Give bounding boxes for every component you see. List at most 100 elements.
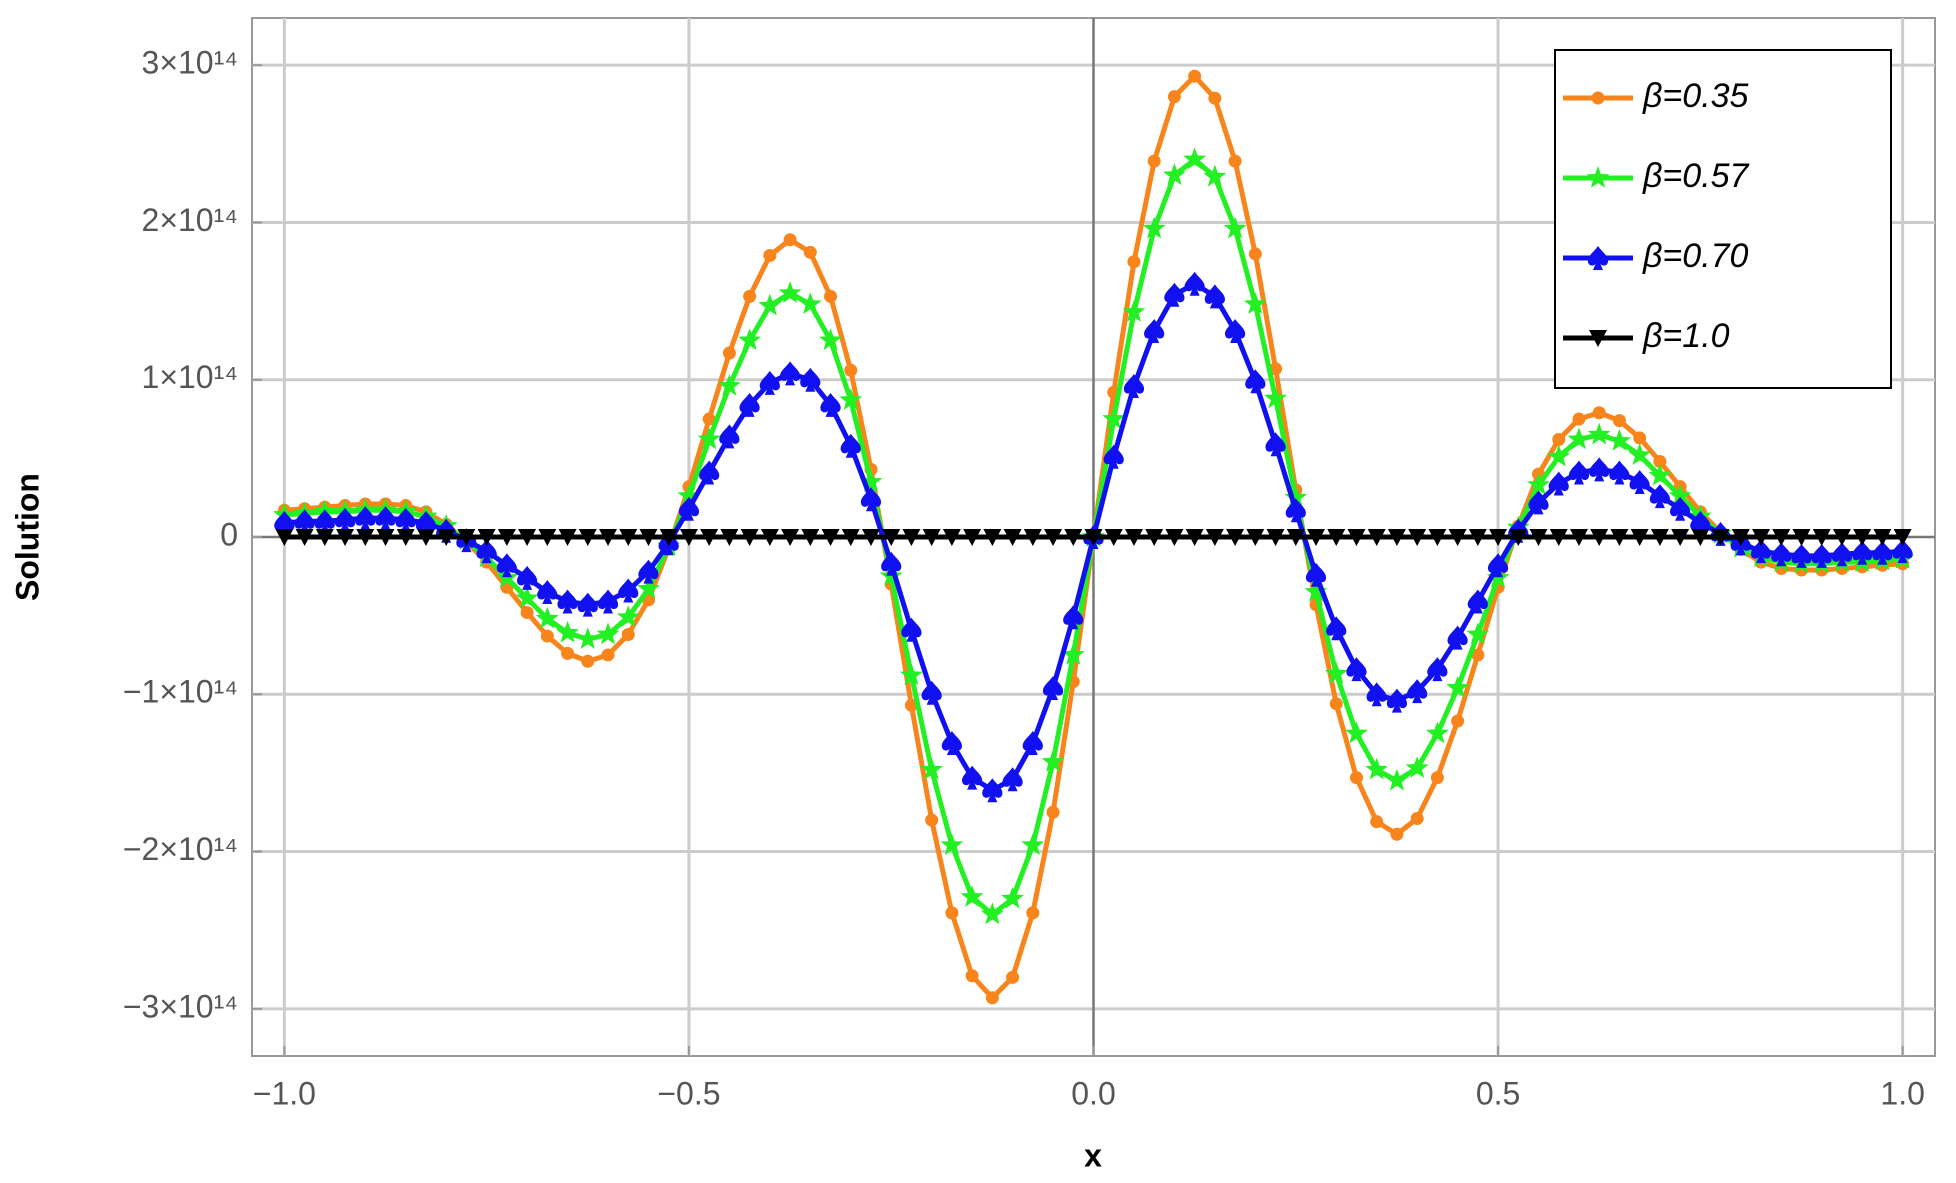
marker	[1370, 815, 1384, 829]
marker	[577, 592, 598, 617]
marker	[861, 529, 880, 546]
marker	[1811, 543, 1832, 568]
marker	[678, 496, 700, 521]
marker	[1387, 529, 1406, 546]
marker	[1750, 539, 1772, 564]
marker	[1892, 539, 1913, 564]
marker	[295, 529, 314, 546]
marker	[1649, 484, 1670, 509]
marker	[1041, 749, 1065, 772]
marker	[1668, 484, 1692, 506]
marker	[779, 361, 801, 386]
marker	[760, 529, 779, 546]
marker	[1266, 529, 1285, 546]
marker	[841, 529, 860, 546]
marker	[740, 529, 759, 546]
marker	[1427, 657, 1448, 682]
marker	[1671, 529, 1690, 546]
marker	[1347, 529, 1366, 546]
marker	[596, 622, 620, 645]
marker	[1265, 432, 1286, 457]
marker	[1467, 589, 1488, 614]
marker	[1122, 300, 1146, 322]
marker	[356, 529, 375, 546]
marker	[621, 628, 635, 642]
marker	[1528, 490, 1549, 515]
marker	[940, 833, 964, 855]
marker	[1167, 90, 1181, 104]
series	[275, 529, 1912, 546]
marker	[921, 680, 942, 705]
marker	[1184, 271, 1205, 296]
marker	[965, 969, 979, 983]
marker	[1633, 431, 1647, 445]
marker	[540, 629, 554, 643]
marker	[942, 529, 961, 546]
marker	[1188, 69, 1202, 83]
marker	[798, 292, 822, 314]
marker	[1127, 255, 1141, 269]
marker	[1084, 529, 1103, 546]
marker	[1408, 529, 1427, 546]
marker	[800, 367, 821, 392]
marker	[1609, 460, 1630, 485]
marker	[556, 620, 579, 643]
marker	[355, 506, 376, 531]
marker	[476, 539, 497, 564]
x-axis-title: x	[1084, 1137, 1102, 1173]
marker	[1061, 643, 1085, 665]
marker	[578, 529, 597, 546]
marker	[801, 529, 820, 546]
marker	[677, 484, 701, 506]
marker	[375, 506, 396, 531]
marker	[1245, 369, 1266, 394]
marker	[1653, 455, 1667, 469]
marker	[1569, 529, 1588, 546]
marker	[1471, 648, 1485, 662]
marker	[1064, 529, 1083, 546]
marker	[1428, 529, 1447, 546]
marker	[1628, 443, 1652, 465]
marker	[517, 565, 538, 590]
marker	[275, 529, 294, 546]
x-tick-label: −0.5	[657, 1075, 720, 1111]
marker	[1103, 444, 1124, 469]
marker	[274, 510, 295, 535]
marker	[1568, 460, 1590, 485]
marker	[963, 529, 982, 546]
marker	[718, 374, 741, 396]
marker	[1349, 771, 1363, 785]
marker	[820, 392, 841, 417]
marker	[1366, 682, 1387, 707]
marker	[1893, 529, 1912, 546]
marker	[1063, 605, 1084, 630]
legend-label: β=0.57	[1642, 157, 1750, 195]
marker	[778, 281, 802, 303]
legend-label: β=0.35	[1642, 77, 1749, 115]
marker	[557, 589, 578, 614]
marker	[920, 757, 944, 780]
marker	[1587, 422, 1611, 445]
marker	[1752, 529, 1771, 546]
marker	[1772, 529, 1791, 546]
marker	[496, 553, 517, 578]
marker	[722, 346, 736, 360]
marker	[1448, 529, 1467, 546]
marker	[1284, 485, 1308, 508]
marker	[844, 363, 858, 377]
marker	[1203, 164, 1227, 187]
marker	[1226, 529, 1245, 546]
marker	[679, 529, 698, 546]
marker	[1791, 543, 1812, 568]
marker	[739, 392, 760, 417]
marker	[1610, 529, 1629, 546]
marker	[314, 509, 335, 534]
marker	[497, 529, 516, 546]
marker	[1608, 429, 1631, 451]
marker	[1407, 679, 1428, 704]
marker	[1711, 529, 1730, 546]
marker	[900, 663, 923, 686]
marker	[1572, 412, 1586, 426]
marker	[1142, 216, 1166, 239]
marker	[1002, 767, 1023, 792]
